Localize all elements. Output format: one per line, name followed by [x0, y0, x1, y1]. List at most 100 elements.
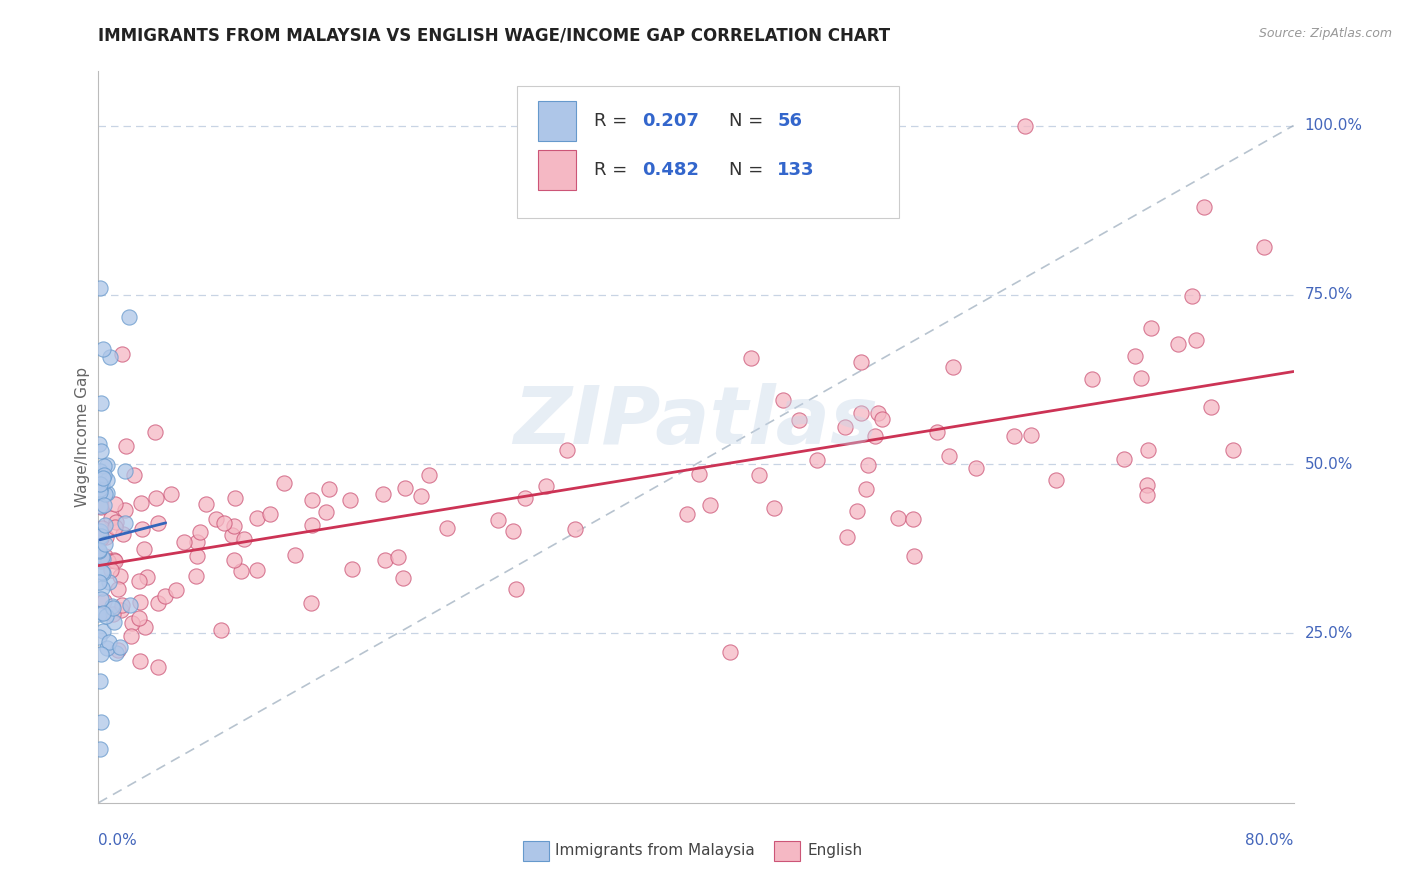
Point	[195, 497, 218, 511]
Point	[93, 537, 115, 551]
Text: 75.0%: 75.0%	[1305, 287, 1353, 302]
Point	[114, 503, 136, 517]
Point	[114, 516, 136, 530]
Point	[108, 640, 131, 654]
Point	[772, 392, 794, 407]
Point	[96, 486, 118, 500]
Point	[392, 571, 415, 585]
Point	[371, 486, 394, 500]
Point	[186, 535, 208, 549]
Point	[148, 516, 170, 530]
Point	[96, 640, 118, 655]
Point	[104, 519, 127, 533]
Point	[89, 477, 111, 491]
Point	[90, 550, 112, 565]
Point	[93, 594, 115, 608]
Bar	[523, 841, 548, 862]
Point	[1045, 473, 1067, 487]
Point	[90, 554, 112, 568]
Point	[505, 582, 527, 596]
Point	[870, 412, 893, 426]
Point	[205, 511, 228, 525]
Point	[259, 507, 281, 521]
Point	[98, 574, 121, 589]
Text: 56: 56	[778, 112, 803, 130]
Point	[676, 508, 699, 522]
Point	[787, 412, 810, 426]
Point	[339, 493, 361, 508]
Point	[129, 654, 152, 668]
Point	[90, 647, 112, 661]
Text: Immigrants from Malaysia: Immigrants from Malaysia	[555, 843, 755, 858]
Point	[1137, 442, 1160, 457]
Point	[901, 512, 924, 526]
Point	[91, 624, 114, 639]
Point	[128, 595, 150, 609]
Point	[315, 504, 337, 518]
Point	[89, 543, 111, 558]
Point	[128, 574, 150, 588]
Text: R =: R =	[595, 161, 633, 179]
Bar	[538, 101, 576, 141]
Text: 25.0%: 25.0%	[1305, 626, 1353, 641]
Point	[941, 359, 963, 374]
Text: 0.482: 0.482	[643, 161, 699, 179]
Point	[96, 608, 118, 623]
Point	[90, 500, 112, 514]
Point	[855, 482, 877, 496]
Point	[1139, 321, 1161, 335]
Point	[209, 624, 232, 638]
Point	[834, 420, 856, 434]
Point	[94, 487, 117, 501]
Point	[835, 530, 858, 544]
Text: N =: N =	[730, 161, 769, 179]
Point	[89, 478, 111, 492]
Point	[903, 549, 925, 563]
Point	[89, 437, 111, 451]
Point	[394, 481, 416, 495]
Point	[118, 598, 141, 612]
Point	[221, 528, 243, 542]
Bar	[773, 841, 800, 862]
Point	[107, 582, 129, 597]
Point	[111, 347, 134, 361]
Point	[938, 450, 960, 464]
Point	[90, 714, 112, 729]
Point	[806, 453, 828, 467]
Point	[103, 615, 125, 629]
Point	[90, 396, 112, 410]
Point	[1167, 337, 1189, 351]
Point	[103, 607, 125, 622]
Point	[184, 569, 207, 583]
Text: 50.0%: 50.0%	[1305, 457, 1353, 472]
Point	[1114, 451, 1136, 466]
Point	[89, 741, 111, 756]
Point	[148, 596, 170, 610]
Text: 0.207: 0.207	[643, 112, 699, 130]
Point	[925, 425, 948, 439]
Point	[93, 498, 115, 512]
Point	[89, 464, 111, 478]
Point	[863, 429, 886, 443]
Text: 0.0%: 0.0%	[98, 833, 138, 848]
Point	[128, 611, 150, 625]
Point	[534, 479, 557, 493]
Point	[1136, 478, 1159, 492]
Point	[107, 643, 129, 657]
Point	[849, 355, 872, 369]
Point	[103, 553, 125, 567]
Point	[129, 495, 152, 509]
Y-axis label: Wage/Income Gap: Wage/Income Gap	[75, 367, 90, 508]
Point	[108, 568, 131, 582]
Point	[90, 566, 112, 580]
Text: English: English	[807, 843, 862, 858]
Point	[90, 581, 112, 595]
Point	[89, 281, 111, 295]
Point	[866, 406, 889, 420]
Point	[301, 493, 323, 508]
Point	[688, 467, 710, 482]
Point	[222, 553, 245, 567]
Point	[502, 524, 524, 538]
Point	[134, 620, 156, 634]
Point	[340, 561, 363, 575]
